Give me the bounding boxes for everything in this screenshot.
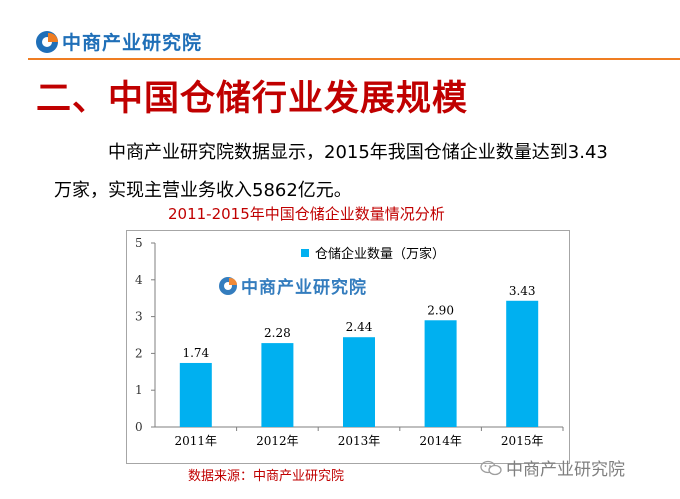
company-logo: 中商产业研究院 — [36, 28, 202, 55]
body-line-1: 中商产业研究院数据显示，2015年我国仓储企业数量达到3.43 — [108, 142, 608, 163]
y-tick-label: 2 — [135, 346, 143, 360]
data-label: 2.44 — [346, 320, 373, 334]
data-label: 1.74 — [182, 346, 209, 360]
y-tick-label: 4 — [135, 273, 143, 287]
bar-chart: 0 1 2 3 4 5 1.74 2011年 2.28 2012年 2.44 2013年 2.90 201… — [135, 236, 564, 448]
slide-title: 二、中国仓储行业发展规模 — [36, 79, 469, 119]
y-tick-label: 0 — [135, 420, 143, 434]
bottom-watermark-text: 中商产业研究院 — [506, 460, 625, 480]
x-tick-label: 2012年 — [256, 434, 299, 448]
bottom-watermark: 中商产业研究院 — [480, 455, 625, 480]
chart-area: 0 1 2 3 4 5 1.74 2011年 2.28 2012年 2.44 2013年 2.90 201… — [126, 230, 570, 464]
data-label: 2.28 — [264, 326, 291, 340]
y-tick-label: 3 — [135, 310, 143, 324]
body-text: 中商产业研究院数据显示，2015年我国仓储企业数量达到3.43 万家，实现主营业… — [54, 134, 654, 210]
bar — [261, 343, 294, 427]
bar — [506, 300, 539, 427]
legend-swatch — [301, 248, 309, 257]
chart-watermark: 中商产业研究院 — [219, 273, 367, 298]
header-divider — [28, 58, 680, 60]
data-label: 2.90 — [427, 303, 454, 317]
x-tick-label: 2013年 — [338, 434, 381, 448]
chart-title: 2011-2015年中国仓储企业数量情况分析 — [168, 205, 445, 223]
x-tick-label: 2011年 — [175, 434, 218, 448]
body-line-2: 万家，实现主营业务收入5862亿元。 — [54, 180, 352, 201]
watermark-logo-icon — [219, 276, 237, 295]
y-tick-label: 5 — [135, 236, 143, 250]
wechat-icon — [480, 460, 502, 475]
x-tick-label: 2014年 — [419, 434, 462, 448]
x-tick-label: 2015年 — [501, 434, 544, 448]
watermark-text: 中商产业研究院 — [241, 278, 367, 298]
bar — [343, 337, 375, 427]
logo-text: 中商产业研究院 — [62, 32, 203, 54]
y-tick-label: 1 — [135, 383, 143, 397]
chart-legend: 仓储企业数量（万家） — [301, 243, 445, 262]
legend-label: 仓储企业数量（万家） — [315, 247, 446, 262]
data-source: 数据来源：中商产业研究院 — [188, 469, 345, 484]
bar — [424, 320, 457, 427]
bar — [179, 362, 212, 427]
data-label: 3.43 — [509, 284, 536, 298]
company-logo-icon — [36, 30, 58, 53]
